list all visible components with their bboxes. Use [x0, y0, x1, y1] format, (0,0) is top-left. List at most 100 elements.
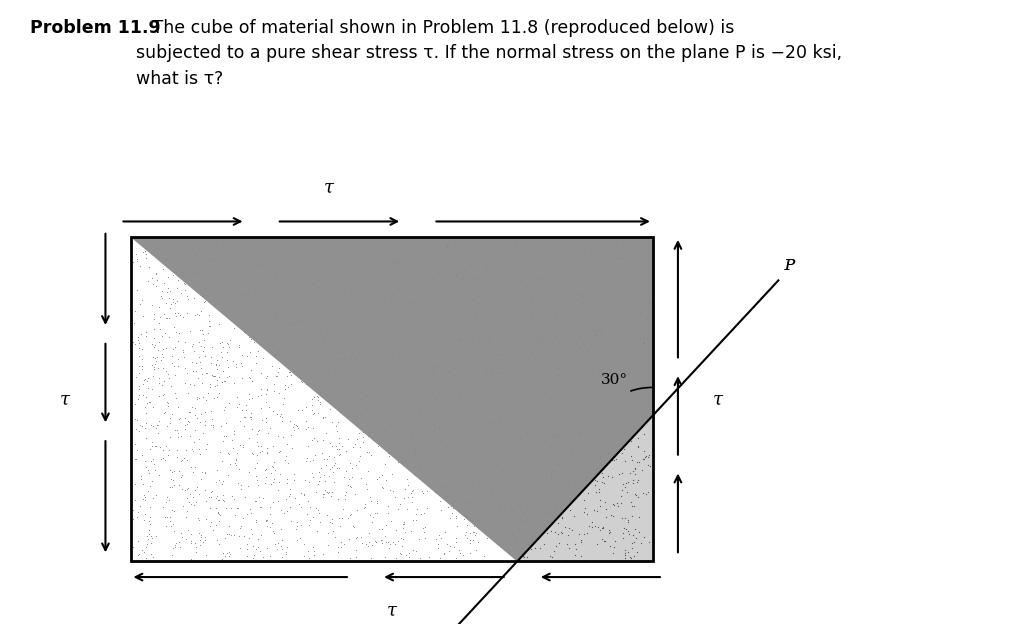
- Point: [183, 269, 200, 279]
- Point: [616, 545, 633, 555]
- Point: [489, 303, 506, 313]
- Point: [452, 390, 468, 400]
- Point: [466, 379, 482, 389]
- Point: [265, 406, 282, 416]
- Point: [575, 399, 592, 409]
- Point: [331, 463, 347, 473]
- Point: [380, 316, 396, 326]
- Point: [424, 389, 440, 399]
- Point: [252, 285, 268, 295]
- Point: [358, 539, 375, 549]
- Point: [370, 369, 386, 379]
- Point: [577, 482, 593, 492]
- Point: [270, 363, 287, 373]
- Point: [253, 502, 269, 512]
- Point: [198, 496, 214, 506]
- Point: [273, 534, 290, 544]
- Text: The cube of material shown in Problem 11.8 (reproduced below) is
subjected to a : The cube of material shown in Problem 11…: [135, 19, 842, 88]
- Point: [374, 524, 390, 534]
- Point: [151, 391, 167, 401]
- Point: [132, 421, 148, 431]
- Point: [380, 257, 396, 267]
- Point: [154, 244, 170, 254]
- Point: [209, 380, 225, 390]
- Point: [202, 256, 218, 266]
- Point: [162, 511, 178, 521]
- Point: [447, 271, 464, 281]
- Point: [578, 382, 594, 392]
- Point: [475, 398, 492, 408]
- Point: [312, 388, 329, 398]
- Point: [159, 241, 175, 251]
- Point: [331, 438, 347, 448]
- Point: [318, 454, 335, 464]
- Point: [336, 399, 352, 409]
- Point: [161, 250, 177, 260]
- Point: [462, 287, 478, 297]
- Point: [539, 376, 555, 386]
- Point: [570, 354, 587, 364]
- Point: [635, 412, 651, 422]
- Point: [468, 279, 484, 289]
- Point: [426, 340, 442, 350]
- Point: [481, 519, 498, 529]
- Point: [324, 462, 340, 472]
- Point: [248, 351, 264, 361]
- Point: [454, 495, 470, 505]
- Point: [553, 527, 569, 537]
- Point: [523, 401, 540, 411]
- Point: [387, 306, 403, 316]
- Point: [282, 348, 298, 358]
- Point: [485, 489, 502, 499]
- Point: [565, 360, 582, 370]
- Point: [420, 459, 436, 469]
- Point: [504, 482, 520, 492]
- Point: [623, 451, 639, 461]
- Point: [501, 547, 517, 557]
- Point: [220, 449, 237, 459]
- Point: [466, 426, 482, 436]
- Point: [465, 295, 481, 305]
- Point: [481, 263, 498, 273]
- Point: [455, 273, 471, 283]
- Point: [364, 271, 380, 281]
- Point: [228, 449, 245, 459]
- Point: [490, 514, 507, 524]
- Point: [152, 318, 168, 328]
- Point: [292, 245, 308, 255]
- Point: [191, 325, 208, 335]
- Point: [524, 296, 541, 306]
- Point: [479, 266, 496, 276]
- Point: [455, 416, 471, 426]
- Point: [237, 311, 253, 321]
- Point: [282, 484, 298, 494]
- Point: [537, 240, 553, 250]
- Point: [394, 444, 411, 454]
- Point: [382, 276, 398, 286]
- Point: [458, 505, 474, 515]
- Point: [506, 478, 522, 488]
- Point: [509, 238, 525, 248]
- Point: [309, 479, 326, 489]
- Point: [437, 360, 454, 370]
- Point: [378, 537, 394, 547]
- Point: [465, 503, 481, 513]
- Point: [171, 537, 187, 547]
- Point: [250, 346, 266, 356]
- Point: [333, 246, 349, 256]
- Point: [527, 409, 544, 419]
- Point: [562, 238, 579, 248]
- Point: [262, 522, 279, 532]
- Point: [177, 421, 194, 431]
- Point: [273, 282, 290, 292]
- Point: [284, 261, 300, 271]
- Point: [188, 412, 205, 422]
- Point: [642, 338, 658, 348]
- Point: [279, 478, 295, 488]
- Point: [346, 339, 362, 349]
- Point: [377, 531, 393, 541]
- Point: [301, 265, 317, 275]
- Point: [265, 379, 282, 389]
- Point: [147, 490, 164, 500]
- Point: [346, 370, 362, 380]
